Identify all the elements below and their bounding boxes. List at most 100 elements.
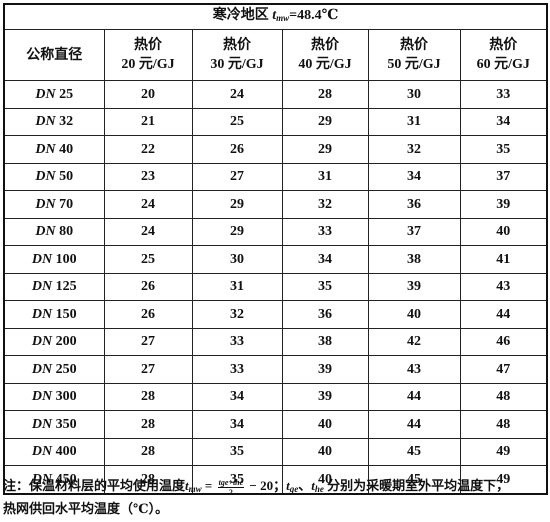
note-he: he <box>314 484 324 494</box>
thickness-value-cell: 34 <box>191 382 283 411</box>
thickness-value-cell: 33 <box>459 80 548 109</box>
thickness-value-cell: 40 <box>281 437 369 466</box>
header-price-label: 热价 <box>223 38 251 53</box>
thickness-value-cell: 41 <box>459 245 548 274</box>
dn-prefix: DN <box>35 169 56 185</box>
thickness-value-cell: 26 <box>191 135 283 164</box>
thickness-value-cell: 28 <box>281 80 369 109</box>
dn-prefix: DN <box>35 224 56 240</box>
nominal-diameter-cell: DN 450 <box>3 465 105 494</box>
dn-prefix: DN <box>35 114 56 130</box>
header-price-value: 60 元/GJ <box>476 57 530 72</box>
table-row: DN 250 27 33 39 43 47 <box>3 355 548 384</box>
table-row: DN 25 20 24 28 30 33 <box>3 80 548 109</box>
header-price-value: 40 元/GJ <box>298 57 352 72</box>
frac-sub-he: he <box>235 477 244 487</box>
header-price-label: 热价 <box>489 38 518 53</box>
note-frac-numerator: tge+the <box>217 477 245 488</box>
thickness-value-cell: 37 <box>367 217 461 246</box>
thickness-value-cell: 24 <box>103 190 193 219</box>
thickness-value-cell: 32 <box>281 190 369 219</box>
frac-plus: + <box>228 477 233 487</box>
title-prefix: 寒冷地区 <box>212 8 273 23</box>
dn-size: 70 <box>59 196 74 212</box>
nominal-diameter-cell: DN 350 <box>3 410 105 439</box>
dn-size: 450 <box>55 471 77 487</box>
table-row: DN 80 24 29 33 37 40 <box>3 217 548 246</box>
thickness-value-cell: 28 <box>103 437 193 466</box>
thickness-value-cell: 35 <box>191 465 283 494</box>
table-row: DN 100 25 30 34 38 41 <box>3 245 548 274</box>
note-the: t <box>311 478 315 493</box>
thickness-value-cell: 39 <box>367 272 461 301</box>
dn-size: 250 <box>55 361 77 377</box>
dn-size: 350 <box>55 416 77 432</box>
thickness-value-cell: 39 <box>281 355 369 384</box>
thickness-value-cell: 39 <box>459 190 548 219</box>
thickness-value-cell: 22 <box>103 135 193 164</box>
title-suffix: =48.4℃ <box>289 8 339 23</box>
dn-prefix: DN <box>35 86 56 102</box>
header-row: 公称直径 热价 20 元/GJ 热价 30 元/GJ 热价 40 元/GJ 热价 50 … <box>3 29 548 81</box>
note-mw: mw <box>188 484 202 494</box>
thickness-value-cell: 33 <box>191 327 283 356</box>
thickness-value-cell: 28 <box>103 410 193 439</box>
header-price-value: 20 元/GJ <box>121 57 175 72</box>
dn-size: 32 <box>59 114 74 130</box>
dn-prefix: DN <box>31 361 53 377</box>
thickness-value-cell: 29 <box>191 217 283 246</box>
thickness-value-cell: 26 <box>103 272 193 301</box>
note-fraction: tge+the 2 <box>217 477 245 497</box>
thickness-value-cell: 24 <box>191 80 283 109</box>
thickness-value-cell: 32 <box>367 135 461 164</box>
nominal-diameter-cell: DN 300 <box>3 382 105 411</box>
header-price-col: 热价 50 元/GJ <box>367 29 461 81</box>
nominal-diameter-cell: DN 150 <box>3 300 105 329</box>
frac-sub-ge: ge <box>220 477 229 487</box>
dn-size: 125 <box>55 279 77 295</box>
header-price-value: 50 元/GJ <box>387 57 441 72</box>
note-frac-denominator: 2 <box>228 487 233 497</box>
thickness-value-cell: 44 <box>459 300 548 329</box>
thickness-value-cell: 23 <box>103 162 193 191</box>
thickness-value-cell: 31 <box>191 272 283 301</box>
dn-size: 200 <box>55 334 77 350</box>
thickness-value-cell: 40 <box>367 300 461 329</box>
header-price-label: 热价 <box>311 38 339 53</box>
thickness-value-cell: 26 <box>103 300 193 329</box>
dn-prefix: DN <box>31 444 53 460</box>
dn-prefix: DN <box>35 141 56 157</box>
dn-prefix: DN <box>31 416 53 432</box>
table-row: DN 32 21 25 29 31 34 <box>3 107 548 136</box>
thickness-value-cell: 30 <box>367 80 461 109</box>
title-var-sub: mw <box>276 13 290 23</box>
dn-prefix: DN <box>31 334 53 350</box>
thickness-value-cell: 43 <box>459 272 548 301</box>
table-row: DN 400 28 35 40 45 49 <box>3 437 548 466</box>
dn-size: 80 <box>59 224 74 240</box>
nominal-diameter-cell: DN 25 <box>3 80 105 109</box>
thickness-value-cell: 29 <box>191 190 283 219</box>
thickness-value-cell: 38 <box>367 245 461 274</box>
nominal-diameter-cell: DN 250 <box>3 355 105 384</box>
note-ge: ge <box>289 484 299 494</box>
dn-size: 50 <box>59 169 74 185</box>
nominal-diameter-cell: DN 32 <box>3 107 105 136</box>
thickness-value-cell: 45 <box>367 465 461 494</box>
frac-t2: t <box>232 477 236 487</box>
thickness-value-cell: 46 <box>459 327 548 356</box>
table-title-row: 寒冷地区 tmw=48.4℃ <box>3 3 548 30</box>
dn-size: 300 <box>55 389 77 405</box>
nominal-diameter-cell: DN 40 <box>3 135 105 164</box>
header-price-col: 热价 30 元/GJ <box>191 29 283 81</box>
table-row: DN 450 28 35 40 45 49 <box>3 465 548 494</box>
thickness-value-cell: 42 <box>367 327 461 356</box>
note-minus: − 20； <box>246 478 287 493</box>
dn-prefix: DN <box>31 471 53 487</box>
thickness-value-cell: 31 <box>281 162 369 191</box>
dn-size: 150 <box>55 306 77 322</box>
header-price-label: 热价 <box>134 38 162 53</box>
thickness-value-cell: 33 <box>191 355 283 384</box>
table-row: DN 200 27 33 38 42 46 <box>3 327 548 356</box>
thickness-value-cell: 36 <box>367 190 461 219</box>
